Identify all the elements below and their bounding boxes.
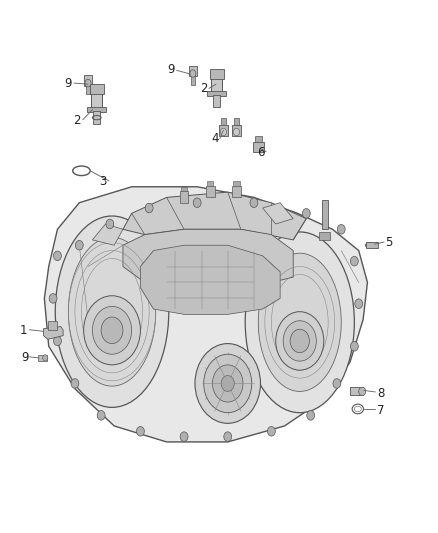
Bar — [87, 107, 106, 112]
Bar — [181, 187, 187, 191]
Circle shape — [224, 432, 232, 441]
Circle shape — [193, 198, 201, 207]
Circle shape — [204, 354, 252, 413]
Bar — [213, 95, 220, 107]
Circle shape — [276, 312, 324, 370]
Text: 2: 2 — [73, 114, 81, 127]
Bar — [232, 185, 241, 197]
Circle shape — [75, 240, 83, 250]
Circle shape — [92, 306, 132, 354]
Circle shape — [283, 321, 316, 361]
Circle shape — [212, 365, 243, 402]
Circle shape — [290, 329, 309, 353]
Bar — [91, 88, 102, 110]
Circle shape — [302, 208, 310, 218]
Bar — [232, 125, 241, 136]
Circle shape — [101, 317, 123, 344]
Circle shape — [221, 375, 234, 391]
Bar — [255, 136, 262, 142]
Ellipse shape — [55, 216, 169, 407]
Circle shape — [180, 432, 188, 441]
Circle shape — [359, 387, 366, 395]
Ellipse shape — [365, 243, 377, 248]
Bar — [189, 66, 197, 76]
Bar — [180, 191, 188, 203]
Circle shape — [307, 410, 314, 420]
Circle shape — [333, 378, 341, 388]
Bar — [207, 181, 213, 185]
Polygon shape — [123, 229, 293, 282]
Bar — [48, 321, 57, 330]
Circle shape — [137, 426, 145, 436]
Bar — [253, 142, 264, 152]
Circle shape — [195, 344, 261, 423]
Bar — [221, 118, 226, 125]
Circle shape — [42, 355, 48, 361]
Text: 3: 3 — [99, 175, 107, 188]
Text: 1: 1 — [20, 324, 27, 337]
Bar — [86, 85, 90, 94]
Polygon shape — [141, 245, 280, 314]
Polygon shape — [43, 327, 63, 340]
Ellipse shape — [245, 232, 354, 413]
Circle shape — [233, 128, 240, 136]
Ellipse shape — [258, 253, 341, 391]
Bar — [234, 118, 239, 125]
Text: 8: 8 — [377, 386, 384, 400]
Bar — [319, 232, 330, 240]
Circle shape — [220, 128, 226, 136]
Circle shape — [268, 426, 276, 436]
Bar — [219, 125, 228, 136]
Circle shape — [350, 342, 358, 351]
Circle shape — [97, 410, 105, 420]
Circle shape — [190, 70, 196, 77]
Bar — [93, 111, 100, 124]
Text: 9: 9 — [167, 63, 175, 76]
Polygon shape — [263, 203, 293, 224]
Bar — [207, 91, 226, 96]
Circle shape — [250, 198, 258, 207]
Bar — [211, 74, 223, 94]
Text: 5: 5 — [385, 236, 393, 249]
Circle shape — [145, 203, 153, 213]
Circle shape — [49, 294, 57, 303]
Text: 9: 9 — [65, 77, 72, 90]
Bar — [90, 84, 104, 94]
Bar — [206, 185, 215, 197]
Text: 6: 6 — [257, 146, 264, 159]
Circle shape — [355, 299, 363, 309]
Bar — [210, 69, 224, 79]
Polygon shape — [123, 192, 306, 240]
Polygon shape — [44, 187, 367, 442]
Text: 2: 2 — [200, 82, 208, 95]
Text: 7: 7 — [377, 403, 384, 416]
Circle shape — [53, 251, 61, 261]
Circle shape — [84, 296, 141, 365]
Bar — [38, 356, 47, 361]
Circle shape — [53, 336, 61, 346]
Bar — [321, 200, 328, 229]
Text: 4: 4 — [211, 132, 219, 146]
Circle shape — [350, 256, 358, 266]
Bar — [233, 181, 240, 185]
Bar — [191, 75, 194, 85]
Polygon shape — [92, 224, 123, 245]
Circle shape — [337, 224, 345, 234]
Text: 9: 9 — [21, 351, 28, 365]
Bar — [366, 241, 378, 248]
Ellipse shape — [68, 237, 155, 386]
Circle shape — [106, 219, 114, 229]
Circle shape — [85, 79, 91, 87]
Circle shape — [71, 378, 79, 388]
Bar — [84, 75, 92, 86]
Bar — [350, 387, 363, 394]
